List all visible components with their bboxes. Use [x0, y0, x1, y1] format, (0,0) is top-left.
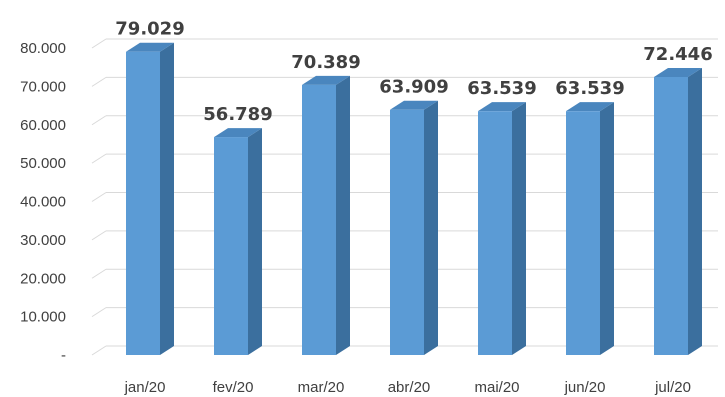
bar-abr-20 [390, 100, 438, 356]
bar-side-face [160, 42, 174, 356]
bar-top-face [478, 102, 526, 112]
bar-top-face [302, 75, 350, 85]
bar-front-face [302, 84, 336, 356]
y-tick-label: 30.000 [20, 232, 66, 249]
x-tick-label: fev/20 [213, 379, 254, 396]
y-tick-label: 70.000 [20, 78, 66, 95]
bar-fev-20 [214, 128, 262, 355]
bar-side-face [424, 100, 438, 356]
bar-top-face [390, 100, 438, 110]
bar-jan-20 [126, 42, 174, 356]
data-labels: 79.029 56.789 70.389 63.909 63.539 63.539 72.4… [115, 19, 712, 125]
data-label: 63.539 [467, 78, 536, 99]
bar-top-face [214, 128, 262, 138]
data-label: 72.446 [643, 44, 712, 65]
data-label: 70.389 [291, 52, 360, 73]
y-tick-label: - [61, 347, 66, 364]
bar-side-face [512, 102, 526, 355]
x-tick-label: jan/20 [124, 379, 166, 396]
gridline-diagonal [91, 153, 107, 164]
gridline-diagonal [91, 345, 107, 356]
x-tick-label: mar/20 [298, 379, 345, 396]
bar-front-face [566, 111, 600, 355]
x-tick-label: mai/20 [474, 379, 519, 396]
bar-side-face [600, 102, 614, 355]
y-tick-label: 10.000 [20, 309, 66, 326]
gridline-diagonal [91, 307, 107, 318]
bar-side-face [688, 67, 702, 356]
y-tick-label: 40.000 [20, 194, 66, 211]
bar-front-face [390, 109, 424, 356]
bar-side-face [336, 75, 350, 356]
y-tick-label: 20.000 [20, 270, 66, 287]
bar-side-face [248, 128, 262, 355]
y-tick-label: 60.000 [20, 117, 66, 134]
y-axis: - 10.000 20.000 30.000 40.000 50.000 60.000 70.… [20, 40, 66, 364]
bar-top-face [126, 42, 174, 52]
bar-mai-20 [478, 102, 526, 355]
bar-jul-20 [654, 67, 702, 356]
x-tick-label: jun/20 [564, 379, 606, 396]
data-label: 56.789 [203, 104, 272, 125]
x-tick-label: jul/20 [654, 379, 691, 396]
x-axis: jan/20 fev/20 mar/20 abr/20 mai/20 jun/20 jul/… [124, 379, 691, 396]
data-label: 63.909 [379, 77, 448, 98]
bars [126, 42, 702, 356]
bar-front-face [126, 51, 160, 356]
bar-jun-20 [566, 102, 614, 355]
gridline-diagonal [91, 115, 107, 126]
gridline-diagonal [91, 268, 107, 279]
y-tick-label: 50.000 [20, 155, 66, 172]
y-tick-label: 80.000 [20, 40, 66, 57]
data-label: 79.029 [115, 19, 184, 40]
bar-front-face [478, 111, 512, 355]
bar-front-face [654, 76, 688, 356]
x-tick-label: abr/20 [388, 379, 431, 396]
data-label: 63.539 [555, 78, 624, 99]
bar-front-face [214, 137, 248, 355]
bar-mar-20 [302, 75, 350, 356]
bar-top-face [566, 102, 614, 112]
gridline-diagonal [91, 76, 107, 87]
gridline-diagonal [91, 38, 107, 49]
gridline-diagonal [91, 230, 107, 241]
bar-top-face [654, 67, 702, 77]
gridline-diagonal [91, 192, 107, 202]
